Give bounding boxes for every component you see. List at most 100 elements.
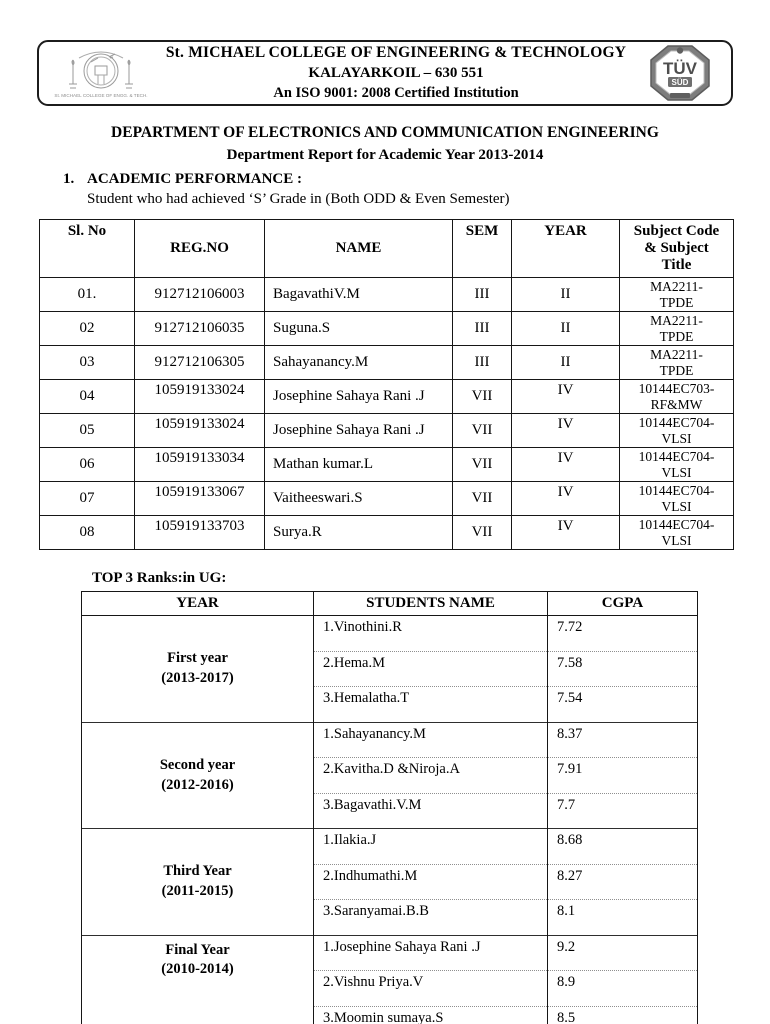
college-name: St. MICHAEL COLLEGE OF ENGINEERING & TEC… xyxy=(165,44,627,62)
year-label: Second year xyxy=(159,756,236,773)
cell-year: IV xyxy=(511,413,620,449)
section-heading: 1. ACADEMIC PERFORMANCE : xyxy=(63,171,770,188)
college-certification: An ISO 9001: 2008 Certified Institution xyxy=(273,84,519,101)
table-row: 3.Moomin sumaya.S 8.5 xyxy=(82,1005,698,1024)
table-row: First year (2013-2017) 1.Vinothini.R 7.72 xyxy=(81,615,698,723)
table-row: 04 105919133024 Josephine Sahaya Rani .J VI… xyxy=(39,379,734,415)
cell-student-name: 1.Vinothini.R xyxy=(313,615,548,652)
year-group: Third Year (2011-2015) 1.Ilakia.J 8.68 2.Ind… xyxy=(81,828,698,936)
cell-sem: VII xyxy=(452,379,512,415)
cell-subject-code: 10144EC704- VLSI xyxy=(619,515,734,551)
cell-student-name: 3.Saranyamai.B.B xyxy=(313,899,548,936)
year-group-label: Second year (2012-2016) xyxy=(81,722,314,829)
year-group-label: First year (2013-2017) xyxy=(81,615,314,723)
subject-code-line: MA2211- xyxy=(650,313,703,329)
table-row: 2.Kavitha.D &Niroja.A 7.91 xyxy=(82,757,698,794)
subject-code-line: MA2211- xyxy=(650,279,703,294)
subject-code-line: MA2211- xyxy=(650,347,703,363)
cell-cgpa: 8.5 xyxy=(547,1005,698,1024)
table-row: 3.Saranyamai.B.B 8.1 xyxy=(82,899,698,936)
cell-year: IV xyxy=(511,379,620,415)
cell-sem: VII xyxy=(452,413,512,449)
table-row: Final Year (2010-2014) 1.Josephine Sahaya … xyxy=(81,935,698,1024)
table-row: 2.Hema.M 7.58 xyxy=(82,650,698,687)
cell-sl-no: 08 xyxy=(39,515,135,551)
cell-cgpa: 8.9 xyxy=(547,970,698,1007)
cell-name: Surya.R xyxy=(264,515,453,551)
subject-code-line: RF&MW xyxy=(650,396,703,412)
cell-sl-no: 07 xyxy=(39,481,135,517)
table-row: 03 912712106305 Sahayanancy.M III II MA2211- T… xyxy=(39,345,734,381)
cell-cgpa: 8.27 xyxy=(547,863,698,900)
cell-student-name: 2.Hema.M xyxy=(313,650,548,687)
grades-column-header: SEM xyxy=(452,219,512,278)
cell-student-name: 2.Kavitha.D &Niroja.A xyxy=(313,757,548,794)
table-row: 2.Vishnu Priya.V 8.9 xyxy=(82,970,698,1007)
table-row: 2.Indhumathi.M 8.27 xyxy=(82,863,698,900)
cell-subject-code: 10144EC703- RF&MW xyxy=(619,379,734,415)
cell-student-name: 1.Josephine Sahaya Rani .J xyxy=(313,935,548,971)
cell-sem: III xyxy=(452,345,512,381)
table-row: Third Year (2011-2015) 1.Ilakia.J 8.68 xyxy=(81,828,698,936)
grades-column-header: NAME xyxy=(264,219,453,278)
letterhead: St. MICHAEL COLLEGE OF ENGG. & TECH. St.… xyxy=(37,40,733,106)
year-range: (2013-2017) xyxy=(161,670,234,686)
cell-student-name: 3.Bagavathi.V.M xyxy=(313,792,548,829)
cell-reg-no: 105919133703 xyxy=(134,515,265,551)
cell-year: II xyxy=(511,311,620,347)
year-group: Second year (2012-2016) 1.Sahayanancy.M 8.3… xyxy=(81,722,698,829)
table-row: Second year (2012-2016) 1.Sahayanancy.M 8.3… xyxy=(81,722,698,829)
year-range: (2010-2014) xyxy=(161,961,234,978)
ranks-column-header: CGPA xyxy=(547,591,698,617)
cell-sem: VII xyxy=(452,515,512,551)
cell-subject-code: 10144EC704- VLSI xyxy=(619,481,734,517)
cell-cgpa: 7.7 xyxy=(547,792,698,829)
report-title: DEPARTMENT OF ELECTRONICS AND COMMUNICAT… xyxy=(111,124,659,141)
cell-name: BagavathiV.M xyxy=(264,276,453,313)
cell-sl-no: 05 xyxy=(39,413,135,449)
section-number: 1. xyxy=(63,171,75,187)
ranks-heading: TOP 3 Ranks:in UG: xyxy=(92,570,227,587)
report-subtitle: Department Report for Academic Year 2013… xyxy=(226,147,544,163)
year-group: First year (2013-2017) 1.Vinothini.R 7.72 2.… xyxy=(81,615,698,723)
cell-reg-no: 105919133024 xyxy=(134,379,265,415)
cell-student-name: 2.Indhumathi.M xyxy=(313,863,548,900)
table-row: 07 105919133067 Vaitheeswari.S VII IV 10144EC… xyxy=(39,481,734,517)
subject-code-line: VLSI xyxy=(661,430,692,446)
table-row: 08 105919133703 Surya.R VII IV 10144EC704- VLS… xyxy=(39,515,734,551)
year-range: (2011-2015) xyxy=(161,883,234,899)
cell-name: Josephine Sahaya Rani .J xyxy=(264,379,453,415)
grades-column-header: YEAR xyxy=(511,219,620,278)
tuv-sud-logo: TÜV SÜD xyxy=(637,43,723,103)
cell-sem: VII xyxy=(452,481,512,517)
cell-subject-code: MA2211- TPDE xyxy=(619,345,734,381)
cell-cgpa: 7.58 xyxy=(547,650,698,687)
top3-ranks-table: YEAR STUDENTS NAME CGPA First year (2013-20… xyxy=(81,591,698,1024)
table-row: 01. 912712106003 BagavathiV.M III II MA2211- T… xyxy=(39,276,734,313)
cell-year: IV xyxy=(511,481,620,517)
grades-column-header: Sl. No xyxy=(39,219,135,278)
cell-cgpa: 8.68 xyxy=(547,828,698,865)
year-group-label: Final Year (2010-2014) xyxy=(81,935,314,1024)
cell-reg-no: 105919133024 xyxy=(134,413,265,449)
cell-sl-no: 02 xyxy=(39,311,135,347)
year-label: Third Year xyxy=(163,863,232,880)
subject-code-line: TPDE xyxy=(659,328,694,344)
subject-code-line: 10144EC704- xyxy=(638,483,715,499)
cell-student-name: 1.Sahayanancy.M xyxy=(313,722,548,758)
ranks-column-header: YEAR xyxy=(81,591,314,617)
year-label: First year xyxy=(167,650,228,667)
cell-cgpa: 7.91 xyxy=(547,757,698,794)
cell-year: IV xyxy=(511,447,620,483)
s-grade-table: Sl. No REG.NO NAME SEM YEAR Subject Code & Su… xyxy=(39,219,734,551)
college-location: KALAYARKOIL – 630 551 xyxy=(308,64,484,81)
cell-student-name: 3.Hemalatha.T xyxy=(313,686,548,723)
grades-column-header: Subject Code & Subject Title xyxy=(619,219,734,278)
cell-cgpa: 7.54 xyxy=(547,686,698,723)
cell-year: II xyxy=(511,345,620,381)
cell-name: Sahayanancy.M xyxy=(264,345,453,381)
cell-subject-code: MA2211- TPDE xyxy=(619,311,734,347)
cell-subject-code: 10144EC704- VLSI xyxy=(619,447,734,483)
cell-name: Mathan kumar.L xyxy=(264,447,453,483)
s-grade-table-header: Sl. No REG.NO NAME SEM YEAR Subject Code & Su… xyxy=(39,219,734,278)
